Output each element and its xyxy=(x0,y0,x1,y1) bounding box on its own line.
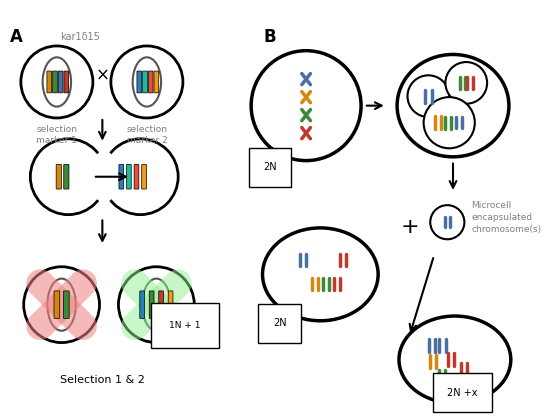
Ellipse shape xyxy=(43,57,71,106)
Circle shape xyxy=(111,46,183,118)
Text: 2N: 2N xyxy=(273,319,287,329)
Text: +: + xyxy=(401,217,419,237)
Circle shape xyxy=(251,51,361,161)
Circle shape xyxy=(30,139,106,215)
Circle shape xyxy=(119,267,194,342)
Text: A: A xyxy=(9,28,23,46)
Circle shape xyxy=(102,139,178,215)
FancyBboxPatch shape xyxy=(56,164,61,189)
Ellipse shape xyxy=(397,54,509,157)
Ellipse shape xyxy=(47,279,76,331)
Circle shape xyxy=(24,267,99,342)
Text: 1N + 1: 1N + 1 xyxy=(169,321,200,330)
Text: Selection 1 & 2: Selection 1 & 2 xyxy=(60,376,145,386)
FancyBboxPatch shape xyxy=(140,291,144,318)
Circle shape xyxy=(21,46,93,118)
FancyBboxPatch shape xyxy=(159,291,164,318)
Circle shape xyxy=(407,75,449,117)
Text: selection
marker 1: selection marker 1 xyxy=(36,125,77,145)
Circle shape xyxy=(445,62,487,104)
Ellipse shape xyxy=(142,279,171,331)
FancyBboxPatch shape xyxy=(142,164,147,189)
Text: kar1δ15: kar1δ15 xyxy=(60,32,100,42)
FancyBboxPatch shape xyxy=(64,164,69,189)
FancyBboxPatch shape xyxy=(126,164,131,189)
Ellipse shape xyxy=(262,228,378,321)
Text: 2N: 2N xyxy=(264,162,277,172)
Ellipse shape xyxy=(133,57,161,106)
Text: 2N +x: 2N +x xyxy=(447,388,478,398)
FancyBboxPatch shape xyxy=(119,164,124,189)
FancyBboxPatch shape xyxy=(143,71,147,93)
FancyBboxPatch shape xyxy=(134,164,139,189)
FancyBboxPatch shape xyxy=(149,291,154,318)
FancyBboxPatch shape xyxy=(148,71,153,93)
FancyBboxPatch shape xyxy=(53,71,57,93)
FancyBboxPatch shape xyxy=(168,291,173,318)
FancyBboxPatch shape xyxy=(64,291,69,318)
Text: Microcell
encapsulated
chromosome(s): Microcell encapsulated chromosome(s) xyxy=(471,201,541,234)
Circle shape xyxy=(430,205,464,239)
Text: B: B xyxy=(264,28,276,46)
FancyBboxPatch shape xyxy=(54,291,60,318)
FancyBboxPatch shape xyxy=(137,71,142,93)
Ellipse shape xyxy=(90,151,119,203)
Text: selection
marker 2: selection marker 2 xyxy=(126,125,167,145)
FancyBboxPatch shape xyxy=(64,71,69,93)
Text: ×: × xyxy=(96,66,109,84)
Ellipse shape xyxy=(399,316,511,403)
FancyBboxPatch shape xyxy=(58,71,63,93)
Circle shape xyxy=(424,97,475,148)
FancyBboxPatch shape xyxy=(154,71,159,93)
FancyBboxPatch shape xyxy=(47,71,52,93)
